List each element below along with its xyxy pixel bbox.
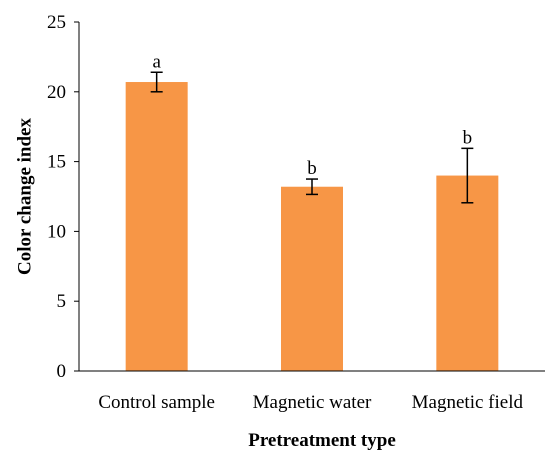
- significance-label-2: b: [463, 127, 473, 148]
- category-label-2: Magnetic field: [412, 392, 524, 413]
- category-label-1: Magnetic water: [253, 392, 372, 413]
- y-tick-label-1: 5: [57, 291, 67, 312]
- error-bar-0: [150, 71, 163, 93]
- bar-2: [436, 175, 499, 371]
- y-tick-label-4: 20: [47, 82, 66, 103]
- category-labels-layer: Control sample Magnetic water Magnetic fie…: [98, 392, 523, 413]
- significance-label-1: b: [307, 158, 317, 179]
- bar-0: [125, 82, 188, 371]
- error-bar-1: [306, 178, 318, 196]
- significance-label-0: a: [152, 51, 161, 72]
- y-ticks-layer: 0 5 10 15 20 25: [47, 12, 79, 382]
- y-tick-label-5: 25: [47, 12, 66, 33]
- axes-layer: [78, 22, 545, 372]
- bar-1: [281, 186, 343, 371]
- x-axis-title: Pretreatment type: [248, 430, 396, 451]
- y-tick-label-3: 15: [47, 152, 66, 173]
- y-tick-label-2: 10: [47, 221, 66, 242]
- bars-layer: [125, 82, 499, 371]
- y-tick-label-0: 0: [57, 361, 67, 382]
- significance-labels-layer: a b b: [152, 51, 472, 179]
- error-bars-layer: [150, 71, 474, 204]
- y-axis-title: Color change index: [14, 118, 35, 275]
- error-bar-2: [461, 147, 474, 204]
- category-label-0: Control sample: [98, 392, 215, 413]
